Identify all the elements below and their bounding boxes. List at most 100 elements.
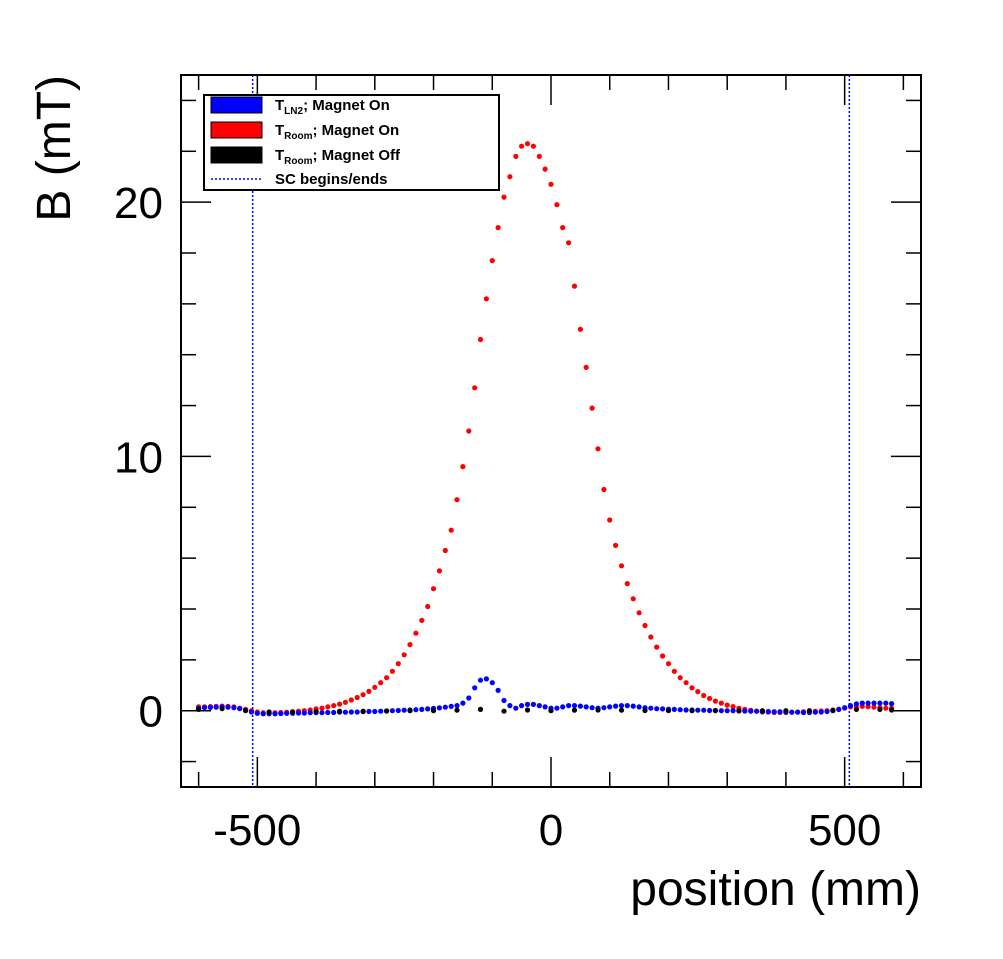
- legend-label: TRoom; Magnet Off: [275, 147, 401, 167]
- data-point: [489, 680, 495, 686]
- data-point: [642, 707, 648, 714]
- data-point: [889, 707, 895, 713]
- data-point: [483, 676, 489, 682]
- data-point: [313, 708, 319, 715]
- data-point: [865, 700, 871, 706]
- series-0: [196, 141, 895, 716]
- data-point: [871, 704, 877, 710]
- data-points: [196, 141, 895, 717]
- data-point: [765, 708, 771, 715]
- data-point: [389, 668, 395, 674]
- data-point: [231, 705, 237, 711]
- data-point: [454, 497, 460, 503]
- data-point: [507, 703, 513, 709]
- data-point: [883, 700, 889, 706]
- data-point: [560, 704, 566, 710]
- data-point: [654, 706, 660, 712]
- data-point: [325, 704, 331, 710]
- data-point: [466, 428, 472, 434]
- data-point: [571, 283, 578, 289]
- data-point: [618, 563, 625, 569]
- data-point: [501, 708, 507, 714]
- data-point: [395, 707, 401, 714]
- data-point: [660, 653, 666, 659]
- data-point: [636, 704, 642, 710]
- data-point: [636, 610, 642, 616]
- data-point: [454, 707, 460, 713]
- data-point: [360, 692, 366, 698]
- data-point: [877, 700, 883, 706]
- y-tick-label: 10: [114, 433, 163, 482]
- data-point: [524, 707, 531, 713]
- data-point: [560, 225, 566, 231]
- data-point: [583, 364, 589, 370]
- data-point: [366, 688, 372, 695]
- data-point: [430, 586, 437, 592]
- data-point: [683, 707, 689, 713]
- data-point: [524, 141, 531, 147]
- data-point: [524, 701, 531, 708]
- data-point: [448, 703, 454, 710]
- data-point: [407, 642, 413, 648]
- data-point: [712, 698, 719, 704]
- data-point: [542, 704, 548, 710]
- legend-label: SC begins/ends: [275, 171, 388, 188]
- data-point: [712, 708, 719, 714]
- legend: TLN2; Magnet On TRoom; Magnet On TRoom; Ma…: [203, 94, 500, 191]
- data-point: [824, 708, 830, 715]
- data-point: [319, 710, 325, 716]
- data-point: [284, 710, 290, 716]
- data-point: [577, 703, 584, 709]
- data-point: [730, 708, 736, 714]
- data-point: [607, 517, 613, 523]
- data-point: [513, 153, 519, 159]
- data-point: [654, 644, 660, 650]
- data-point: [425, 603, 431, 610]
- data-point: [301, 710, 307, 716]
- data-point: [378, 680, 384, 686]
- data-point: [290, 709, 296, 715]
- data-point: [483, 296, 489, 302]
- data-point: [207, 704, 213, 711]
- data-point: [442, 547, 448, 554]
- data-point: [254, 710, 260, 716]
- data-point: [519, 703, 525, 709]
- data-point: [771, 709, 777, 715]
- data-point: [260, 711, 266, 717]
- data-point: [847, 703, 854, 709]
- data-point: [642, 622, 648, 629]
- data-point: [248, 709, 255, 715]
- data-point: [671, 668, 677, 674]
- data-point: [701, 692, 707, 699]
- data-point: [754, 708, 760, 714]
- data-point: [759, 708, 766, 714]
- data-point: [266, 709, 272, 715]
- axis-ticks: [181, 75, 921, 787]
- data-point: [337, 701, 343, 707]
- data-point: [513, 705, 519, 711]
- data-point: [624, 581, 630, 587]
- data-point: [677, 675, 683, 681]
- data-point: [495, 225, 501, 231]
- y-axis-label: B (mT): [28, 75, 81, 222]
- y-tick-label: 0: [139, 688, 163, 737]
- data-point: [812, 709, 818, 715]
- data-point: [836, 706, 842, 713]
- sc-boundary-lines: [251, 75, 851, 787]
- data-point: [342, 699, 348, 705]
- data-point: [201, 705, 208, 711]
- data-point: [601, 705, 607, 711]
- data-point: [237, 706, 243, 712]
- data-point: [842, 705, 848, 711]
- data-point: [331, 709, 337, 716]
- data-point: [859, 700, 865, 706]
- data-point: [472, 685, 478, 691]
- data-point: [360, 708, 366, 714]
- data-point: [607, 704, 613, 710]
- data-point: [877, 706, 883, 713]
- data-point: [337, 708, 343, 714]
- data-point: [384, 675, 390, 681]
- data-point: [853, 706, 860, 713]
- data-point: [853, 701, 860, 707]
- data-point: [800, 709, 807, 716]
